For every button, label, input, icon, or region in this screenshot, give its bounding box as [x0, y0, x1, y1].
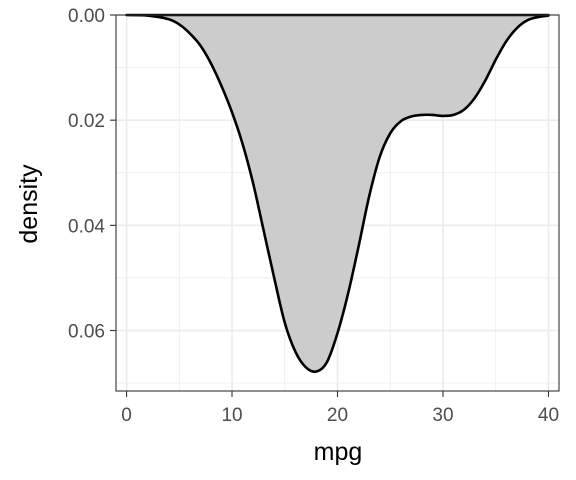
y-tick-label: 0.02 [68, 111, 105, 132]
density-area [126, 15, 549, 372]
x-axis-title: mpg [314, 438, 363, 466]
x-axis-ticks: 0 10 20 30 40 [121, 391, 559, 426]
y-axis-ticks: 0.00 0.02 0.04 0.06 [68, 6, 116, 343]
x-tick-label: 30 [432, 405, 453, 426]
x-tick-label: 20 [327, 405, 348, 426]
y-tick-label: 0.04 [68, 216, 105, 237]
x-tick-label: 10 [221, 405, 242, 426]
y-tick-label: 0.06 [68, 322, 105, 343]
density-outline [125, 13, 550, 374]
series-layer [125, 13, 550, 374]
x-tick-label: 40 [538, 405, 559, 426]
x-tick-label: 0 [121, 405, 132, 426]
y-axis-title: density [15, 164, 43, 244]
y-tick-label: 0.00 [68, 6, 105, 27]
